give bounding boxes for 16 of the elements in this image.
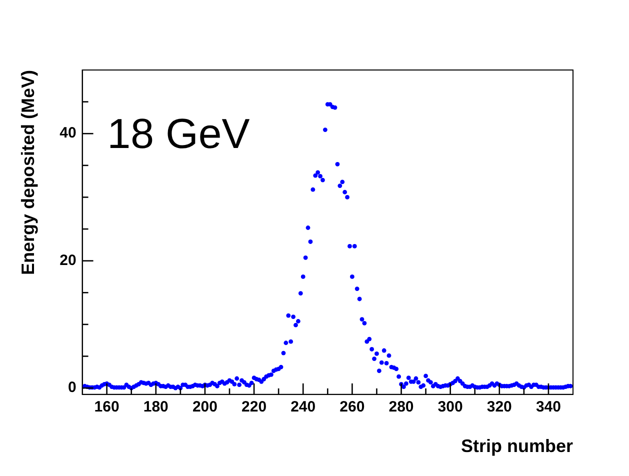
- x-axis-title: Strip number: [460, 436, 573, 456]
- x-tick-label: 340: [536, 398, 561, 416]
- x-tick-label: 200: [192, 398, 218, 416]
- y-tick-label: 20: [60, 252, 76, 269]
- x-tick-label: 160: [94, 398, 120, 416]
- x-tick-label: 180: [143, 398, 168, 416]
- x-tick-label: 320: [486, 398, 512, 416]
- x-tick-label: 240: [290, 398, 316, 416]
- x-tick-label: 280: [388, 398, 414, 416]
- y-tick-label: 0: [68, 379, 76, 396]
- annotation: 18 GeV: [107, 110, 250, 157]
- x-tick-label: 260: [340, 398, 365, 416]
- x-tick-label: 220: [242, 398, 267, 416]
- x-tick-label: 300: [438, 398, 463, 416]
- y-tick-label: 40: [60, 124, 76, 142]
- y-axis-title: Energy deposited (MeV): [18, 70, 38, 276]
